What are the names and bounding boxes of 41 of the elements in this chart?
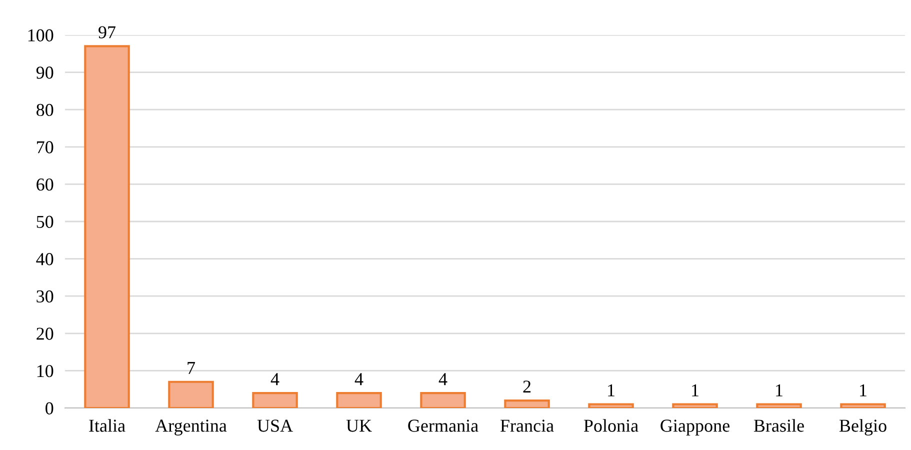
y-tick-label: 70 xyxy=(37,141,54,154)
x-tick-label: USA xyxy=(257,420,293,432)
y-tick-label: 60 xyxy=(36,178,54,191)
bar xyxy=(168,380,214,408)
data-label: 4 xyxy=(438,373,448,386)
data-label: 1 xyxy=(860,384,866,396)
data-label: 7 xyxy=(188,362,195,374)
data-label: 4 xyxy=(354,373,364,386)
y-tick-label: 90 xyxy=(36,66,54,79)
y-tick-label: 100 xyxy=(28,29,54,42)
y-tick-label: 20 xyxy=(36,328,54,340)
x-tick-label: Germania xyxy=(408,420,478,432)
x-tick-label: Italia xyxy=(89,419,126,432)
bar xyxy=(420,392,466,408)
y-tick-label: 10 xyxy=(37,364,54,378)
bar xyxy=(504,399,550,408)
y-tick-label: 0 xyxy=(46,402,54,414)
x-tick-label: Belgio xyxy=(839,419,886,436)
data-label: 4 xyxy=(270,373,280,386)
bar xyxy=(84,45,130,408)
bar xyxy=(840,403,886,408)
y-tick-label: 40 xyxy=(36,253,54,266)
x-tick-label: Polonia xyxy=(584,419,638,432)
bar xyxy=(336,392,382,408)
data-label: 97 xyxy=(98,26,116,38)
y-tick-label: 80 xyxy=(36,104,54,116)
bar xyxy=(756,403,802,408)
bar xyxy=(588,403,634,408)
x-tick-label: Francia xyxy=(500,420,554,432)
x-tick-label: Giappone xyxy=(660,420,730,436)
x-tick-label: Brasile xyxy=(754,419,804,432)
bar xyxy=(672,403,718,408)
data-label: 2 xyxy=(523,380,531,393)
x-tick-label: Argentina xyxy=(155,420,227,436)
bar xyxy=(252,392,298,408)
y-tick-label: 30 xyxy=(36,290,54,303)
data-label: 1 xyxy=(608,384,614,396)
data-label: 1 xyxy=(776,384,782,396)
y-tick-label: 50 xyxy=(36,216,54,228)
data-label: 1 xyxy=(692,384,698,396)
x-tick-label: UK xyxy=(346,420,372,432)
